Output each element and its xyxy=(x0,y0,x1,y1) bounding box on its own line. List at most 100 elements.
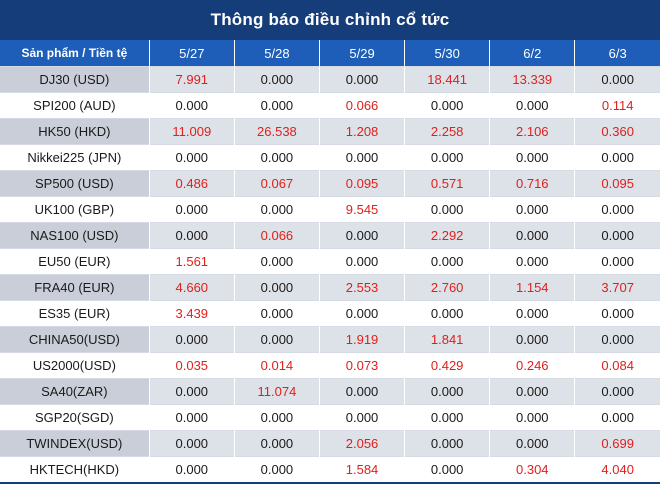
dividend-value-cell: 0.000 xyxy=(148,92,235,119)
dividend-value-cell: 3.707 xyxy=(574,274,660,301)
dividend-value-cell: 0.000 xyxy=(318,378,405,405)
dividend-value-cell: 0.571 xyxy=(404,170,490,197)
product-cell: NAS100 (USD) xyxy=(0,222,150,249)
dividend-value-cell: 0.014 xyxy=(233,352,320,379)
product-cell: UK100 (GBP) xyxy=(0,196,150,223)
dividend-value-cell: 7.991 xyxy=(148,66,235,93)
dividend-value-cell: 1.208 xyxy=(318,118,405,145)
table-row: CHINA50(USD) 0.000 0.000 1.919 1.841 0.000 0.0… xyxy=(0,326,660,353)
dividend-value-cell: 0.304 xyxy=(489,456,575,482)
dividend-value-cell: 0.000 xyxy=(233,404,320,431)
dividend-value-cell: 3.439 xyxy=(148,300,235,327)
dividend-value-cell: 0.000 xyxy=(233,66,320,93)
dividend-value-cell: 2.258 xyxy=(404,118,490,145)
column-header-date: 6/2 xyxy=(489,40,575,67)
table-row: SA40(ZAR) 0.000 11.074 0.000 0.000 0.000 0.000 xyxy=(0,378,660,405)
table-row: TWINDEX(USD) 0.000 0.000 2.056 0.000 0.000 0.6… xyxy=(0,430,660,457)
dividend-value-cell: 0.000 xyxy=(233,92,320,119)
product-cell: FRA40 (EUR) xyxy=(0,274,150,301)
dividend-value-cell: 0.000 xyxy=(574,222,660,249)
table-row: SP500 (USD) 0.486 0.067 0.095 0.571 0.716 0.09… xyxy=(0,170,660,197)
table-row: SPI200 (AUD) 0.000 0.000 0.066 0.000 0.000 0.1… xyxy=(0,92,660,119)
dividend-value-cell: 0.000 xyxy=(148,222,235,249)
dividend-value-cell: 2.292 xyxy=(404,222,490,249)
table-row: DJ30 (USD) 7.991 0.000 0.000 18.441 13.339 0.0… xyxy=(0,66,660,93)
dividend-value-cell: 0.000 xyxy=(489,378,575,405)
dividend-value-cell: 0.000 xyxy=(574,66,660,93)
dividend-value-cell: 11.009 xyxy=(148,118,235,145)
dividend-value-cell: 0.000 xyxy=(148,196,235,223)
dividend-value-cell: 0.000 xyxy=(318,144,405,171)
dividend-value-cell: 1.919 xyxy=(318,326,405,353)
table-row: SGP20(SGD) 0.000 0.000 0.000 0.000 0.000 0.000 xyxy=(0,404,660,431)
dividend-value-cell: 13.339 xyxy=(489,66,575,93)
product-cell: ES35 (EUR) xyxy=(0,300,150,327)
dividend-value-cell: 0.000 xyxy=(404,378,490,405)
dividend-value-cell: 0.360 xyxy=(574,118,660,145)
dividend-value-cell: 0.000 xyxy=(489,326,575,353)
dividend-value-cell: 0.000 xyxy=(404,248,490,275)
dividend-value-cell: 0.084 xyxy=(574,352,660,379)
header-row: Sản phẩm / Tiền tệ 5/27 5/28 5/29 5/30 6… xyxy=(0,40,660,67)
product-cell: TWINDEX(USD) xyxy=(0,430,150,457)
dividend-value-cell: 0.000 xyxy=(574,378,660,405)
table-row: NAS100 (USD) 0.000 0.066 0.000 2.292 0.000 0.0… xyxy=(0,222,660,249)
dividend-value-cell: 0.000 xyxy=(318,404,405,431)
dividend-value-cell: 0.000 xyxy=(404,300,490,327)
dividend-value-cell: 1.841 xyxy=(404,326,490,353)
dividend-table: Sản phẩm / Tiền tệ 5/27 5/28 5/29 5/30 6… xyxy=(0,40,660,482)
dividend-value-cell: 0.000 xyxy=(574,144,660,171)
product-cell: SA40(ZAR) xyxy=(0,378,150,405)
table-row: HK50 (HKD) 11.009 26.538 1.208 2.258 2.106 0.3… xyxy=(0,118,660,145)
dividend-value-cell: 0.000 xyxy=(489,196,575,223)
dividend-value-cell: 0.000 xyxy=(574,196,660,223)
dividend-value-cell: 26.538 xyxy=(233,118,320,145)
column-header-date: 5/30 xyxy=(404,40,490,67)
table-row: UK100 (GBP) 0.000 0.000 9.545 0.000 0.000 0.00… xyxy=(0,196,660,223)
dividend-value-cell: 0.066 xyxy=(233,222,320,249)
dividend-value-cell: 0.246 xyxy=(489,352,575,379)
dividend-value-cell: 0.073 xyxy=(318,352,405,379)
dividend-value-cell: 0.716 xyxy=(489,170,575,197)
dividend-value-cell: 0.000 xyxy=(233,248,320,275)
product-cell: US2000(USD) xyxy=(0,352,150,379)
table-row: US2000(USD) 0.035 0.014 0.073 0.429 0.246 0.08… xyxy=(0,352,660,379)
column-header-date: 5/28 xyxy=(233,40,320,67)
dividend-value-cell: 0.000 xyxy=(404,430,490,457)
dividend-value-cell: 0.486 xyxy=(148,170,235,197)
dividend-value-cell: 0.000 xyxy=(233,326,320,353)
product-cell: DJ30 (USD) xyxy=(0,66,150,93)
product-cell: EU50 (EUR) xyxy=(0,248,150,275)
dividend-value-cell: 0.000 xyxy=(233,196,320,223)
dividend-value-cell: 0.066 xyxy=(318,92,405,119)
dividend-value-cell: 0.000 xyxy=(404,92,490,119)
dividend-value-cell: 0.000 xyxy=(148,430,235,457)
dividend-value-cell: 0.095 xyxy=(318,170,405,197)
table-row: HKTECH(HKD) 0.000 0.000 1.584 0.000 0.304 4.04… xyxy=(0,456,660,482)
dividend-value-cell: 1.584 xyxy=(318,456,405,482)
product-cell: HK50 (HKD) xyxy=(0,118,150,145)
dividend-value-cell: 1.561 xyxy=(148,248,235,275)
product-cell: SGP20(SGD) xyxy=(0,404,150,431)
dividend-value-cell: 2.056 xyxy=(318,430,405,457)
table-row: Nikkei225 (JPN) 0.000 0.000 0.000 0.000 0.000… xyxy=(0,144,660,171)
dividend-value-cell: 0.000 xyxy=(489,430,575,457)
dividend-value-cell: 0.000 xyxy=(318,300,405,327)
table-header: Sản phẩm / Tiền tệ 5/27 5/28 5/29 5/30 6… xyxy=(0,40,660,67)
dividend-value-cell: 0.000 xyxy=(318,222,405,249)
dividend-value-cell: 0.000 xyxy=(489,92,575,119)
dividend-value-cell: 4.660 xyxy=(148,274,235,301)
product-cell: SPI200 (AUD) xyxy=(0,92,150,119)
dividend-value-cell: 9.545 xyxy=(318,196,405,223)
dividend-value-cell: 0.000 xyxy=(233,300,320,327)
dividend-value-cell: 0.000 xyxy=(489,222,575,249)
dividend-value-cell: 11.074 xyxy=(233,378,320,405)
dividend-value-cell: 0.699 xyxy=(574,430,660,457)
dividend-value-cell: 0.000 xyxy=(574,326,660,353)
dividend-value-cell: 0.000 xyxy=(404,456,490,482)
dividend-value-cell: 0.000 xyxy=(489,300,575,327)
column-header-product: Sản phẩm / Tiền tệ xyxy=(0,40,150,67)
table-body: DJ30 (USD) 7.991 0.000 0.000 18.441 13.339 0.0… xyxy=(0,66,660,482)
product-cell: Nikkei225 (JPN) xyxy=(0,144,150,171)
